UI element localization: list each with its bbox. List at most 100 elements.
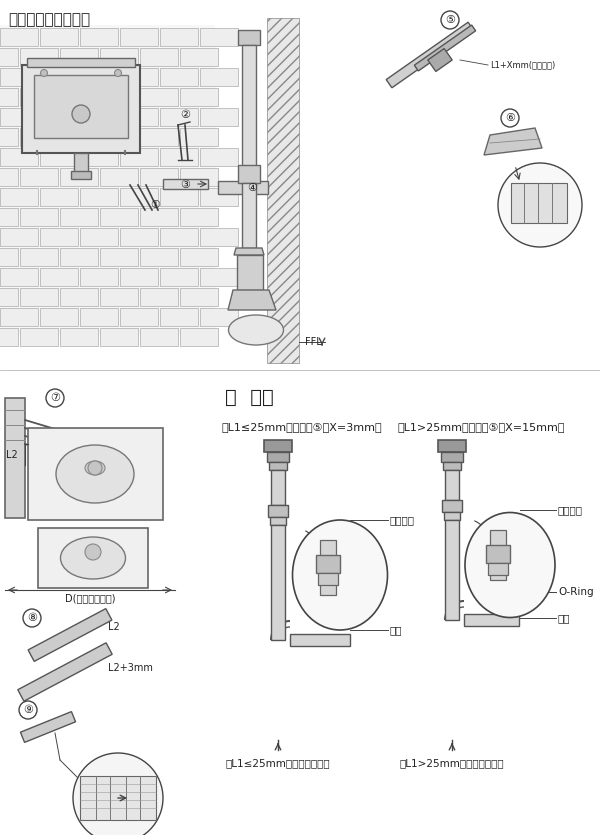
- Bar: [80, 776, 156, 820]
- Bar: [200, 28, 238, 46]
- Bar: [22, 65, 140, 153]
- Text: ④: ④: [247, 183, 257, 193]
- Bar: [160, 308, 198, 326]
- Bar: [120, 308, 158, 326]
- Bar: [140, 288, 178, 306]
- Ellipse shape: [56, 445, 134, 503]
- Ellipse shape: [85, 461, 105, 475]
- Bar: [0, 188, 38, 206]
- Bar: [464, 614, 519, 626]
- Bar: [0, 68, 38, 86]
- Circle shape: [41, 69, 47, 77]
- Circle shape: [46, 389, 64, 407]
- Bar: [0, 308, 38, 326]
- Bar: [80, 228, 118, 246]
- Bar: [0, 28, 38, 46]
- Bar: [20, 288, 58, 306]
- Bar: [80, 28, 118, 46]
- Bar: [40, 108, 78, 126]
- Bar: [200, 108, 238, 126]
- Bar: [27, 58, 135, 67]
- Bar: [80, 268, 118, 286]
- Text: 过渡接头: 过渡接头: [390, 515, 415, 525]
- Bar: [441, 452, 463, 462]
- Bar: [486, 545, 510, 563]
- Bar: [0, 268, 38, 286]
- Bar: [120, 228, 158, 246]
- Text: ③: ③: [180, 180, 190, 190]
- Bar: [180, 48, 218, 66]
- Bar: [180, 328, 218, 346]
- Circle shape: [115, 69, 121, 77]
- Bar: [160, 108, 198, 126]
- Circle shape: [23, 609, 41, 627]
- Bar: [290, 634, 350, 646]
- Bar: [100, 288, 138, 306]
- Text: 当L1≤25mm时，步骤⑤中X=3mm：: 当L1≤25mm时，步骤⑤中X=3mm：: [222, 422, 383, 432]
- Bar: [140, 168, 178, 186]
- Bar: [100, 248, 138, 266]
- Bar: [200, 268, 238, 286]
- Text: 当L1>25mm时，完成示意图: 当L1>25mm时，完成示意图: [400, 758, 505, 768]
- Bar: [264, 440, 292, 452]
- Bar: [0, 288, 18, 306]
- Polygon shape: [484, 128, 542, 155]
- Bar: [0, 328, 18, 346]
- Bar: [200, 308, 238, 326]
- Circle shape: [498, 163, 582, 247]
- Circle shape: [441, 11, 459, 29]
- Bar: [60, 48, 98, 66]
- Bar: [120, 108, 158, 126]
- Text: ②: ②: [180, 110, 190, 120]
- Bar: [40, 68, 78, 86]
- Bar: [160, 268, 198, 286]
- Bar: [60, 288, 98, 306]
- Bar: [60, 128, 98, 146]
- Bar: [238, 165, 260, 183]
- Bar: [140, 128, 178, 146]
- Bar: [270, 517, 286, 525]
- Bar: [180, 88, 218, 106]
- Bar: [60, 208, 98, 226]
- Bar: [120, 68, 158, 86]
- Bar: [0, 248, 18, 266]
- Bar: [140, 248, 178, 266]
- Bar: [443, 462, 461, 470]
- Polygon shape: [234, 248, 264, 255]
- Bar: [80, 148, 118, 166]
- Bar: [74, 153, 88, 173]
- Bar: [20, 48, 58, 66]
- Bar: [320, 540, 336, 595]
- Bar: [34, 75, 128, 138]
- Bar: [442, 500, 462, 512]
- Text: ⑦: ⑦: [50, 393, 60, 403]
- Ellipse shape: [465, 513, 555, 618]
- Bar: [0, 148, 38, 166]
- Bar: [0, 228, 38, 246]
- Bar: [20, 248, 58, 266]
- Bar: [242, 183, 256, 248]
- Bar: [160, 68, 198, 86]
- Bar: [20, 208, 58, 226]
- Bar: [40, 188, 78, 206]
- Bar: [0, 88, 18, 106]
- Bar: [0, 108, 38, 126]
- Bar: [140, 48, 178, 66]
- Bar: [100, 48, 138, 66]
- Bar: [268, 505, 288, 517]
- Bar: [71, 171, 91, 179]
- Circle shape: [19, 701, 37, 719]
- Bar: [140, 88, 178, 106]
- Bar: [271, 470, 285, 505]
- Bar: [200, 68, 238, 86]
- Bar: [0, 168, 18, 186]
- Bar: [20, 328, 58, 346]
- Bar: [60, 328, 98, 346]
- Bar: [120, 268, 158, 286]
- Bar: [238, 30, 260, 45]
- Bar: [80, 308, 118, 326]
- Text: 直管: 直管: [558, 613, 571, 623]
- Bar: [28, 428, 163, 520]
- Bar: [40, 308, 78, 326]
- Circle shape: [85, 544, 101, 560]
